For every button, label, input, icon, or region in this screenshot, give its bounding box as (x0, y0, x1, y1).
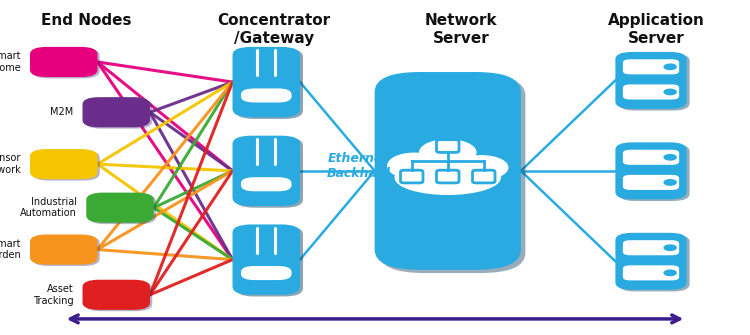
FancyBboxPatch shape (615, 52, 687, 109)
Text: ●: ● (110, 287, 123, 302)
FancyBboxPatch shape (622, 240, 680, 255)
FancyBboxPatch shape (88, 194, 156, 224)
FancyBboxPatch shape (82, 280, 150, 310)
FancyBboxPatch shape (236, 137, 303, 208)
Circle shape (664, 89, 676, 94)
Text: Asset
Tracking: Asset Tracking (33, 284, 74, 306)
Ellipse shape (395, 161, 500, 194)
Circle shape (664, 270, 676, 275)
FancyBboxPatch shape (615, 142, 687, 199)
FancyBboxPatch shape (32, 48, 100, 78)
Text: ●: ● (57, 55, 70, 69)
Text: Smart
Garden: Smart Garden (0, 239, 21, 260)
FancyBboxPatch shape (32, 150, 100, 181)
FancyBboxPatch shape (232, 224, 300, 295)
Ellipse shape (388, 153, 440, 178)
Text: ●: ● (57, 157, 70, 172)
FancyBboxPatch shape (241, 177, 292, 191)
FancyBboxPatch shape (615, 233, 687, 290)
FancyBboxPatch shape (236, 226, 303, 296)
Text: End Nodes: End Nodes (41, 13, 131, 28)
FancyBboxPatch shape (82, 97, 150, 127)
Circle shape (664, 180, 676, 185)
Text: Ethernet
Backhaul: Ethernet Backhaul (326, 152, 391, 180)
Text: Application
Server: Application Server (608, 13, 705, 46)
Text: ●: ● (110, 105, 123, 120)
Ellipse shape (420, 140, 476, 165)
Text: Network
Server: Network Server (425, 13, 497, 46)
FancyBboxPatch shape (232, 136, 300, 206)
Circle shape (664, 155, 676, 160)
Text: Concentrator
/Gateway: Concentrator /Gateway (217, 13, 330, 46)
FancyBboxPatch shape (622, 150, 680, 165)
Text: Industrial
Automation: Industrial Automation (20, 197, 77, 218)
FancyBboxPatch shape (236, 49, 303, 119)
FancyBboxPatch shape (30, 234, 98, 265)
FancyBboxPatch shape (241, 266, 292, 280)
FancyBboxPatch shape (618, 234, 690, 291)
Text: M2M: M2M (50, 107, 74, 117)
FancyBboxPatch shape (622, 175, 680, 190)
FancyBboxPatch shape (622, 59, 680, 74)
FancyBboxPatch shape (32, 236, 100, 266)
FancyBboxPatch shape (30, 149, 98, 179)
FancyBboxPatch shape (622, 84, 680, 99)
FancyBboxPatch shape (618, 144, 690, 201)
Text: ●: ● (57, 242, 70, 257)
FancyBboxPatch shape (30, 47, 98, 77)
FancyBboxPatch shape (622, 265, 680, 280)
FancyBboxPatch shape (85, 281, 152, 311)
FancyBboxPatch shape (379, 75, 525, 273)
Text: Sensor
Network: Sensor Network (0, 153, 21, 175)
Circle shape (664, 64, 676, 69)
FancyBboxPatch shape (374, 72, 520, 270)
Circle shape (664, 245, 676, 251)
FancyBboxPatch shape (85, 98, 152, 129)
Ellipse shape (455, 156, 508, 179)
Text: ●: ● (113, 200, 127, 215)
FancyBboxPatch shape (86, 193, 154, 223)
FancyBboxPatch shape (241, 88, 292, 103)
FancyBboxPatch shape (618, 54, 690, 111)
FancyBboxPatch shape (232, 47, 300, 117)
Text: Smart
Home: Smart Home (0, 51, 21, 73)
